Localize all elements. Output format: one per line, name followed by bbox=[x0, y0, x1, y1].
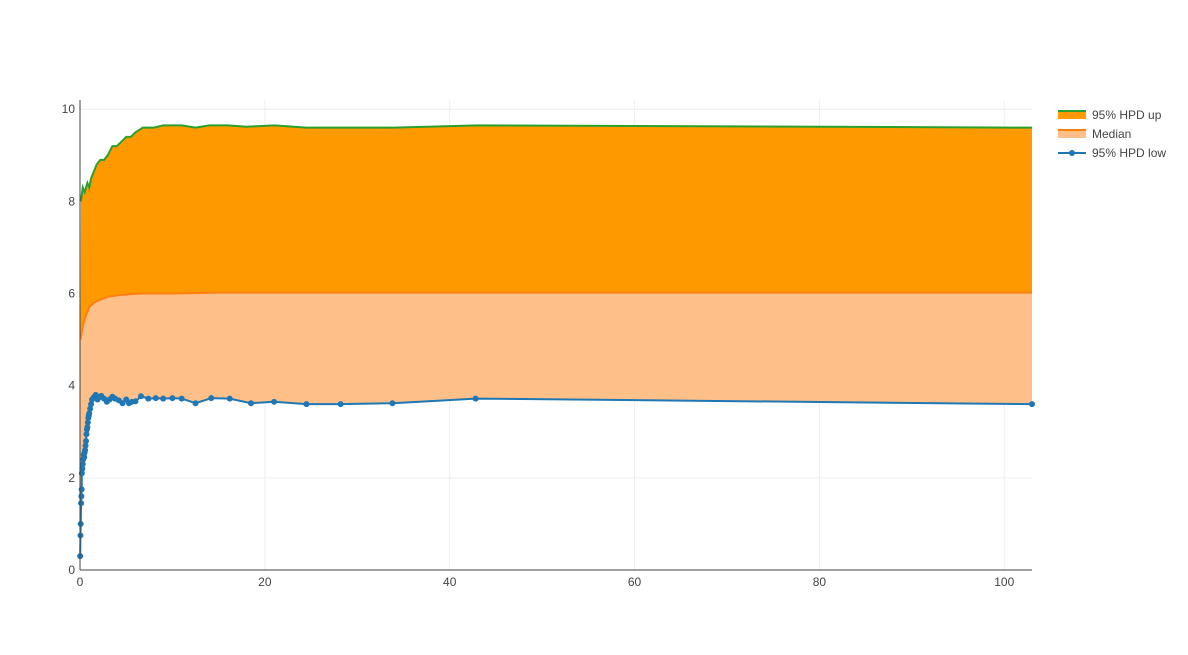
hpd-low-point bbox=[119, 400, 126, 407]
hpd-low-point bbox=[86, 410, 93, 417]
hpd-low-point bbox=[79, 465, 86, 472]
hpd-low-point bbox=[178, 395, 185, 402]
y-tick-label: 10 bbox=[62, 102, 76, 116]
hpd-low-point bbox=[132, 398, 139, 405]
hpd-low-point bbox=[88, 401, 95, 408]
hpd-low-point bbox=[303, 401, 310, 408]
hpd-low-point bbox=[247, 400, 254, 407]
x-tick-label: 20 bbox=[258, 575, 272, 589]
y-tick-label: 2 bbox=[68, 471, 75, 485]
hpd-low-point bbox=[84, 424, 91, 431]
hpd-low-line bbox=[79, 392, 1033, 557]
hpd-low-point bbox=[79, 461, 86, 468]
y-tick-label: 6 bbox=[68, 287, 75, 301]
hpd-low-point bbox=[83, 437, 90, 444]
hpd-low-point bbox=[84, 419, 91, 426]
axes: 0 20 40 60 80 100 0 2 4 6 8 10 bbox=[62, 100, 1032, 589]
x-tick-label: 100 bbox=[994, 575, 1014, 589]
x-tick-label: 60 bbox=[628, 575, 642, 589]
legend-marker bbox=[1069, 150, 1075, 156]
series-markers bbox=[77, 391, 1035, 560]
legend-label: Median bbox=[1092, 127, 1131, 141]
median-area bbox=[80, 292, 1033, 557]
hpd-low-point bbox=[77, 520, 84, 527]
hpd-low-point bbox=[337, 401, 344, 408]
hpd-low-point bbox=[152, 395, 159, 402]
hpd-low-point bbox=[192, 400, 199, 407]
hpd-low-point bbox=[81, 454, 88, 461]
hpd-low-point bbox=[83, 431, 90, 438]
hpd-low-point bbox=[389, 400, 396, 407]
legend-swatch bbox=[1058, 111, 1086, 119]
hpd-low-point bbox=[160, 395, 167, 402]
hpd-low-point bbox=[226, 395, 233, 402]
hpd-low-point bbox=[1029, 401, 1035, 408]
median-line bbox=[79, 291, 1032, 340]
hpd-low-point bbox=[145, 395, 152, 402]
hpd-low-point bbox=[82, 442, 89, 449]
legend-swatch bbox=[1058, 130, 1086, 138]
hpd-low-point bbox=[82, 447, 89, 454]
hpd-low-point bbox=[138, 393, 145, 400]
x-tick-label: 80 bbox=[813, 575, 827, 589]
hpd-low-point bbox=[78, 500, 85, 507]
legend-label: 95% HPD up bbox=[1092, 108, 1162, 122]
y-tick-label: 8 bbox=[68, 194, 75, 208]
x-tick-label: 40 bbox=[443, 575, 457, 589]
hpd-up-area bbox=[80, 125, 1032, 340]
hpd-low-point bbox=[78, 493, 85, 500]
hpd-low-point bbox=[169, 395, 176, 402]
hpd-low-point bbox=[271, 398, 278, 405]
legend-item-hpd-up[interactable]: 95% HPD up bbox=[1058, 108, 1162, 122]
hpd-up-line bbox=[79, 124, 1033, 202]
area-fills bbox=[80, 125, 1033, 557]
legend-label: 95% HPD low bbox=[1092, 146, 1166, 160]
hpd-low-point bbox=[472, 395, 479, 402]
legend-item-median[interactable]: Median bbox=[1058, 127, 1131, 141]
legend[interactable]: 95% HPD up Median 95% HPD low bbox=[1058, 108, 1166, 160]
y-tick-label: 4 bbox=[68, 379, 75, 393]
x-tick-label: 0 bbox=[77, 575, 84, 589]
y-tick-label: 0 bbox=[68, 563, 75, 577]
hpd-low-point bbox=[87, 405, 94, 412]
hpd-low-point bbox=[208, 395, 215, 402]
legend-item-hpd-low[interactable]: 95% HPD low bbox=[1058, 146, 1166, 160]
